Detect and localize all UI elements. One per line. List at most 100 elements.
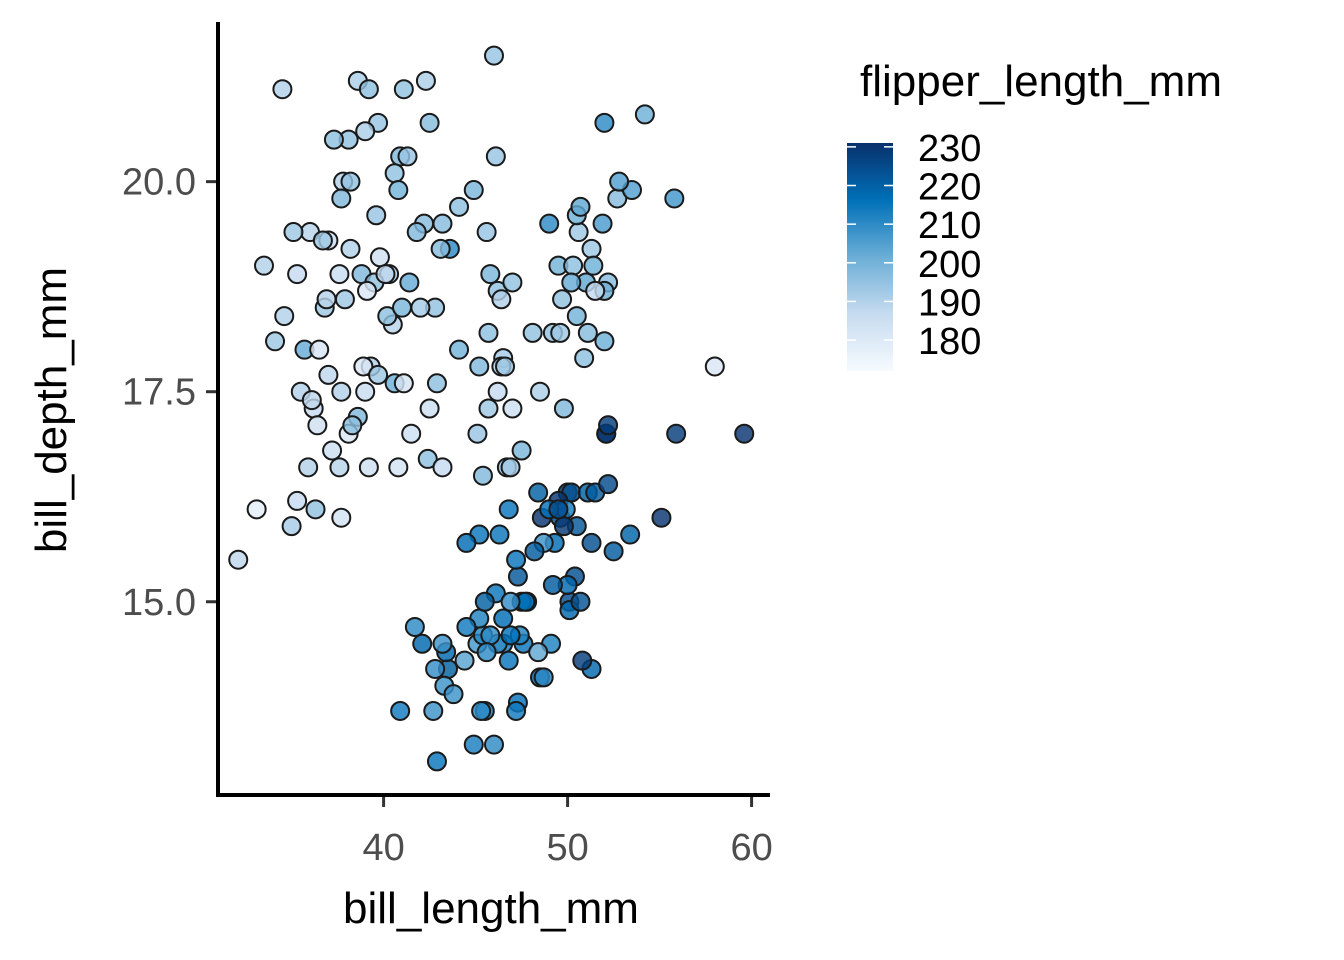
data-point bbox=[298, 457, 319, 478]
data-point bbox=[287, 490, 308, 511]
legend-title: flipper_length_mm bbox=[860, 57, 1222, 106]
data-point bbox=[651, 507, 672, 528]
data-point bbox=[563, 255, 584, 276]
data-point bbox=[592, 213, 613, 234]
data-point bbox=[355, 381, 376, 402]
data-point bbox=[666, 423, 687, 444]
y-ticks: 15.0 17.5 20.0 bbox=[122, 162, 216, 624]
data-point bbox=[331, 381, 352, 402]
data-point bbox=[419, 112, 440, 133]
data-point bbox=[309, 339, 330, 360]
data-point bbox=[609, 171, 630, 192]
data-point bbox=[384, 163, 405, 184]
x-axis-title: bill_length_mm bbox=[343, 884, 639, 933]
data-point bbox=[553, 398, 574, 419]
legend-label: 180 bbox=[918, 321, 981, 363]
data-point bbox=[561, 272, 582, 293]
data-point bbox=[393, 79, 414, 100]
y-tick-label: 20.0 bbox=[122, 162, 196, 204]
data-point bbox=[598, 474, 619, 495]
data-point bbox=[500, 457, 521, 478]
data-point bbox=[456, 532, 477, 553]
data-point bbox=[423, 700, 444, 721]
data-point bbox=[469, 356, 490, 377]
data-point bbox=[246, 499, 267, 520]
data-point bbox=[500, 625, 521, 646]
data-point bbox=[432, 213, 453, 234]
data-point bbox=[550, 322, 571, 343]
legend-label: 200 bbox=[918, 244, 981, 286]
data-point bbox=[392, 297, 412, 318]
data-point bbox=[528, 482, 549, 503]
data-point bbox=[577, 322, 598, 343]
data-point bbox=[489, 524, 510, 545]
data-point bbox=[524, 541, 545, 562]
data-point bbox=[594, 331, 615, 352]
data-point bbox=[528, 642, 549, 663]
data-point bbox=[329, 457, 350, 478]
data-point bbox=[484, 734, 504, 755]
data-point bbox=[358, 457, 379, 478]
data-point bbox=[533, 667, 554, 688]
data-point bbox=[491, 289, 512, 310]
data-point bbox=[323, 129, 344, 150]
data-point bbox=[316, 289, 337, 310]
data-point bbox=[340, 238, 361, 259]
legend-label: 230 bbox=[918, 128, 981, 170]
data-point bbox=[426, 751, 447, 772]
data-point bbox=[511, 440, 532, 461]
data-point bbox=[478, 322, 499, 343]
data-point bbox=[340, 171, 361, 192]
data-point bbox=[331, 507, 352, 528]
data-point bbox=[254, 255, 274, 276]
data-point bbox=[375, 264, 396, 285]
points-layer bbox=[228, 45, 755, 772]
data-point bbox=[566, 306, 587, 327]
data-point bbox=[598, 415, 619, 436]
data-point bbox=[342, 415, 363, 436]
data-point bbox=[432, 633, 453, 654]
data-point bbox=[318, 364, 339, 385]
data-point bbox=[734, 423, 755, 444]
data-point bbox=[498, 650, 519, 671]
data-point bbox=[274, 306, 295, 327]
data-point bbox=[393, 373, 414, 394]
data-point bbox=[443, 684, 464, 705]
data-point bbox=[368, 364, 389, 385]
data-point bbox=[495, 356, 516, 377]
legend-label: 210 bbox=[918, 205, 981, 247]
data-point bbox=[585, 280, 606, 301]
data-point bbox=[581, 532, 602, 553]
data-point bbox=[552, 289, 573, 310]
data-point bbox=[570, 591, 591, 612]
data-point bbox=[574, 348, 595, 369]
data-point bbox=[331, 188, 352, 209]
data-point bbox=[704, 356, 725, 377]
x-tick-label: 50 bbox=[546, 827, 588, 869]
data-point bbox=[404, 616, 425, 637]
data-point bbox=[476, 642, 497, 663]
data-point bbox=[377, 306, 398, 327]
data-point bbox=[480, 625, 501, 646]
data-point bbox=[500, 591, 521, 612]
data-point bbox=[506, 549, 527, 570]
data-point bbox=[312, 230, 333, 251]
data-point bbox=[430, 238, 451, 259]
data-point bbox=[522, 322, 543, 343]
legend-label: 220 bbox=[918, 167, 981, 209]
data-point bbox=[419, 398, 440, 419]
data-point bbox=[478, 398, 499, 419]
data-point bbox=[498, 499, 519, 520]
data-point bbox=[281, 516, 302, 537]
data-point bbox=[476, 222, 497, 243]
data-point bbox=[594, 112, 615, 133]
data-point bbox=[449, 339, 470, 360]
data-point bbox=[410, 297, 431, 318]
data-point bbox=[664, 188, 685, 209]
data-point bbox=[334, 289, 355, 310]
data-point bbox=[553, 516, 574, 537]
data-point bbox=[397, 146, 418, 167]
data-point bbox=[471, 700, 492, 721]
data-point bbox=[432, 457, 453, 478]
